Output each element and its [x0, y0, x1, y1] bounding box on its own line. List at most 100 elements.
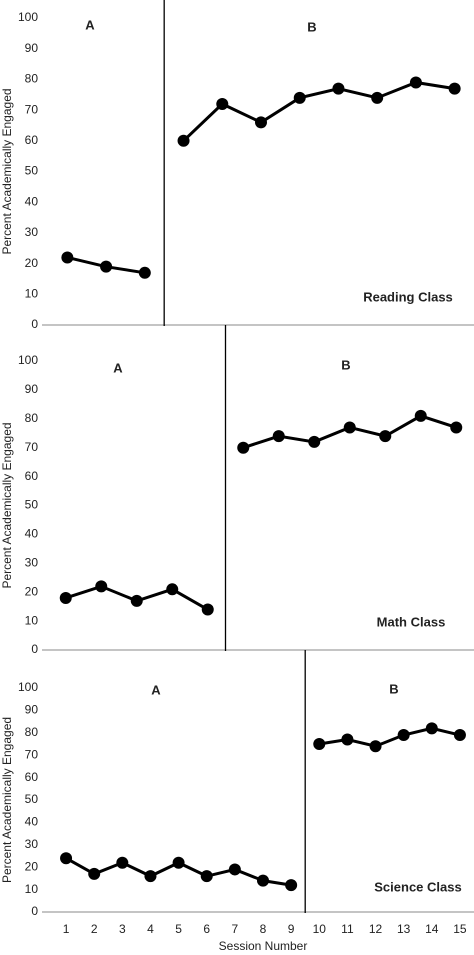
data-point	[201, 603, 214, 616]
y-tick-label: 50	[25, 498, 39, 512]
data-point	[379, 430, 392, 443]
y-tick-label: 40	[25, 194, 39, 208]
data-point	[332, 82, 345, 95]
y-tick-label: 20	[25, 256, 39, 270]
data-point	[453, 729, 466, 742]
y-tick-label: 40	[25, 527, 39, 541]
data-point	[116, 856, 129, 869]
data-point	[88, 867, 101, 880]
x-tick-label: 12	[369, 922, 383, 936]
data-point	[293, 91, 306, 104]
data-point	[177, 134, 190, 147]
x-tick-label: 14	[425, 922, 439, 936]
class-label: Math Class	[377, 614, 446, 629]
x-tick-label: 1	[63, 922, 70, 936]
x-tick-label: 10	[313, 922, 327, 936]
data-point	[237, 441, 250, 454]
data-point	[343, 421, 356, 434]
data-point	[144, 870, 157, 883]
y-tick-label: 20	[25, 859, 39, 873]
y-tick-label: 60	[25, 469, 39, 483]
x-tick-label: 13	[397, 922, 411, 936]
data-point	[369, 740, 382, 753]
y-tick-label: 90	[25, 41, 39, 55]
phase-label: B	[341, 357, 350, 372]
data-point	[60, 852, 73, 865]
phase-label: A	[85, 17, 95, 32]
data-point	[95, 580, 108, 593]
y-tick-label: 60	[25, 133, 39, 147]
data-point	[272, 430, 285, 443]
y-tick-label: 100	[18, 353, 38, 367]
data-point	[138, 266, 151, 279]
y-tick-label: 10	[25, 286, 39, 300]
y-tick-label: 10	[25, 882, 39, 896]
y-tick-label: 0	[31, 642, 38, 656]
data-point	[371, 91, 384, 104]
x-tick-label: 3	[119, 922, 126, 936]
data-point	[166, 583, 179, 596]
phase-label: B	[389, 681, 398, 696]
x-tick-label: 8	[260, 922, 267, 936]
x-tick-label: 5	[175, 922, 182, 936]
y-tick-label: 100	[18, 680, 38, 694]
y-tick-label: 20	[25, 584, 39, 598]
y-tick-label: 70	[25, 747, 39, 761]
y-axis-label: Percent Academically Engaged	[0, 717, 14, 883]
y-axis-label: Percent Academically Engaged	[0, 422, 14, 588]
data-point	[285, 879, 298, 892]
y-tick-label: 30	[25, 555, 39, 569]
data-point	[409, 76, 422, 89]
y-tick-label: 90	[25, 382, 39, 396]
data-point	[414, 409, 427, 422]
data-point	[341, 733, 354, 746]
data-point	[216, 97, 229, 110]
x-axis-label: Session Number	[219, 939, 308, 953]
data-point	[397, 729, 410, 742]
x-tick-label: 11	[341, 922, 354, 936]
y-tick-label: 30	[25, 225, 39, 239]
y-tick-label: 50	[25, 164, 39, 178]
x-tick-label: 7	[232, 922, 239, 936]
y-tick-label: 90	[25, 703, 39, 717]
data-point	[448, 82, 461, 95]
data-point	[313, 738, 326, 750]
x-tick-label: 6	[203, 922, 210, 936]
y-axis-label: Percent Academically Engaged	[0, 88, 14, 254]
phase-label: A	[113, 360, 123, 375]
phase-label: B	[307, 19, 316, 34]
x-tick-label: 9	[288, 922, 295, 936]
series-line	[182, 80, 455, 142]
data-point	[228, 863, 241, 876]
y-tick-label: 0	[31, 317, 38, 331]
y-tick-label: 70	[25, 440, 39, 454]
data-point	[130, 594, 143, 607]
y-tick-label: 80	[25, 72, 39, 86]
class-label: Science Class	[374, 879, 461, 894]
data-point	[172, 856, 185, 869]
y-tick-label: 80	[25, 411, 39, 425]
y-tick-label: 0	[31, 904, 38, 918]
y-tick-label: 60	[25, 770, 39, 784]
data-point	[59, 591, 72, 604]
y-tick-label: 70	[25, 102, 39, 116]
x-tick-label: 2	[91, 922, 98, 936]
data-point	[61, 251, 74, 264]
y-tick-label: 50	[25, 792, 39, 806]
x-tick-label: 15	[453, 922, 467, 936]
data-point	[308, 435, 321, 448]
y-tick-label: 30	[25, 837, 39, 851]
data-point	[425, 722, 438, 735]
data-point	[200, 870, 213, 883]
y-tick-label: 100	[18, 10, 38, 24]
y-tick-label: 10	[25, 613, 39, 627]
data-point	[257, 874, 269, 887]
y-tick-label: 80	[25, 725, 39, 739]
phase-label: A	[151, 682, 161, 697]
x-tick-label: 4	[147, 922, 154, 936]
data-point	[100, 260, 113, 273]
data-point	[255, 116, 267, 129]
class-label: Reading Class	[363, 289, 453, 304]
